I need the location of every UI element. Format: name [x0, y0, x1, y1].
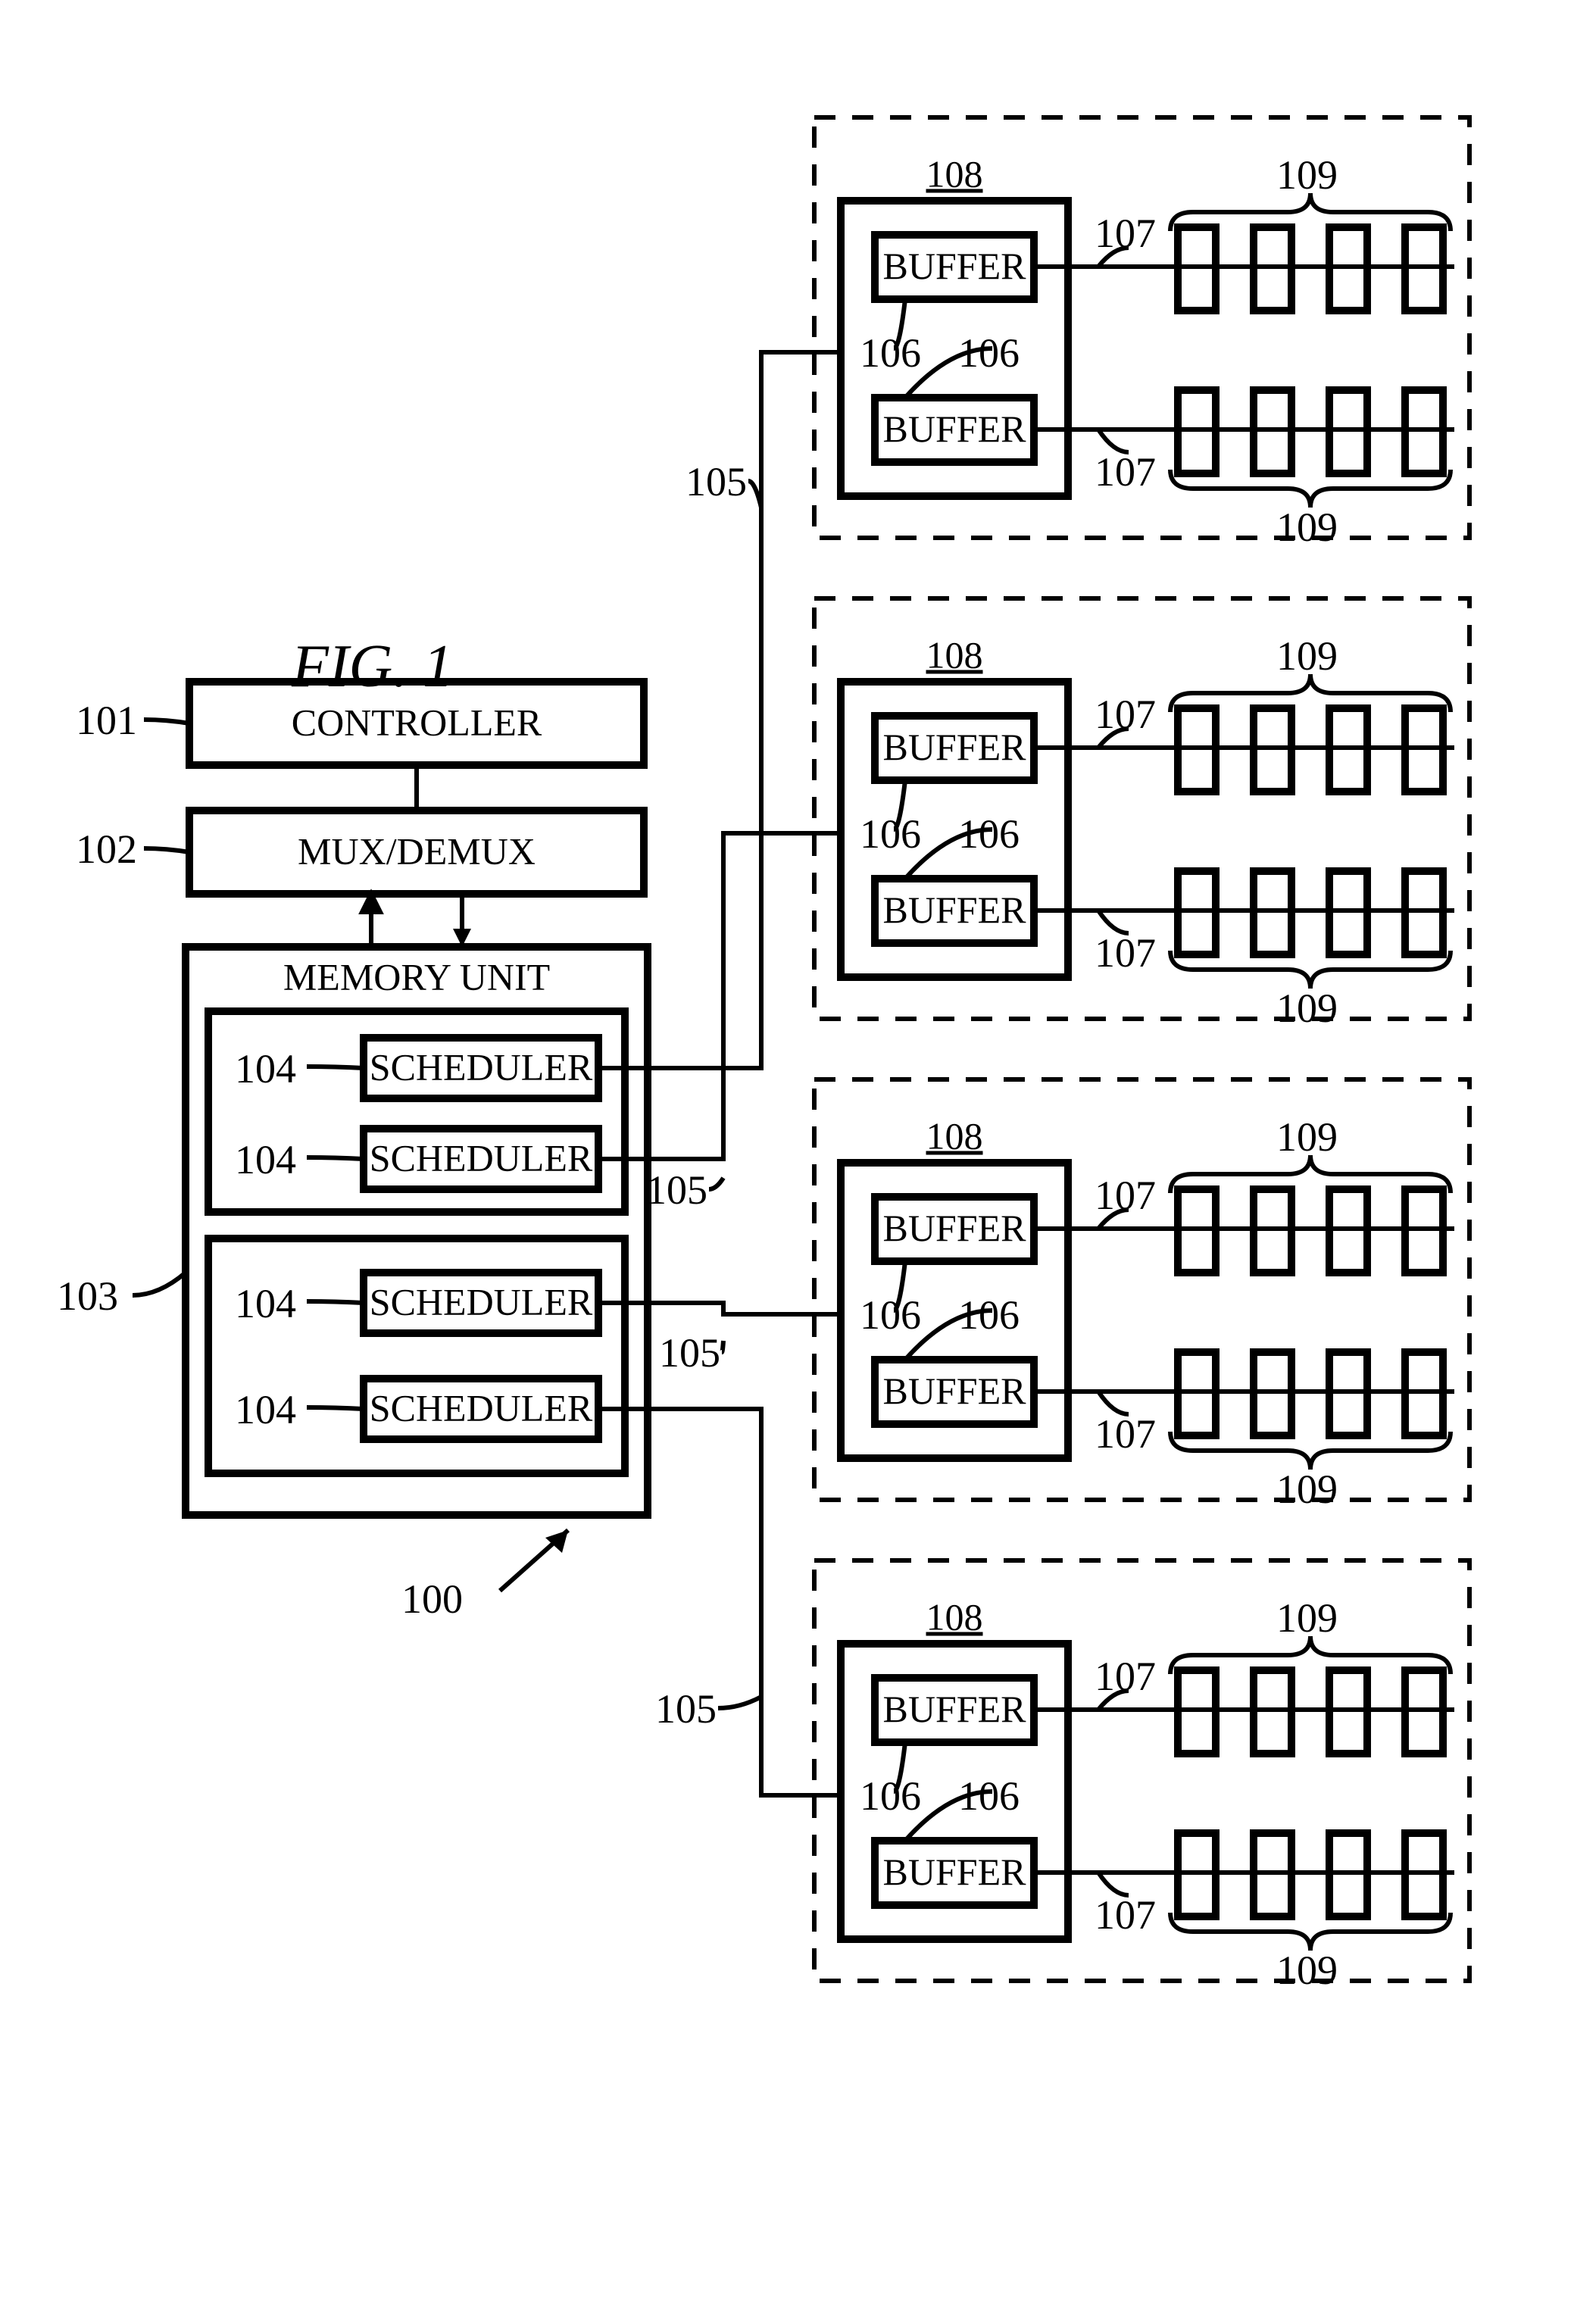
ref-109: 109 [1276, 151, 1338, 198]
svg-text:BUFFER: BUFFER [883, 408, 1027, 450]
ref-106: 106 [860, 811, 921, 857]
ref-106: 106 [958, 330, 1020, 376]
ref-102: 102 [76, 826, 137, 873]
ref-107: 107 [1095, 1891, 1156, 1938]
ref-107: 107 [1095, 691, 1156, 738]
svg-text:108: 108 [926, 1114, 983, 1157]
svg-text:BUFFER: BUFFER [883, 726, 1027, 768]
ref-106: 106 [958, 1292, 1020, 1338]
ref-103: 103 [57, 1273, 118, 1320]
ref-106: 106 [860, 1773, 921, 1820]
ref-109: 109 [1276, 1947, 1338, 1994]
ref-104: 104 [235, 1136, 296, 1183]
ref-107: 107 [1095, 1653, 1156, 1700]
ref-106: 106 [958, 1773, 1020, 1820]
ref-101: 101 [76, 697, 137, 744]
ref-105: 105 [659, 1329, 720, 1376]
ref-104: 104 [235, 1386, 296, 1433]
ref-109: 109 [1276, 504, 1338, 551]
svg-text:CONTROLLER: CONTROLLER [292, 701, 542, 743]
svg-text:BUFFER: BUFFER [883, 245, 1027, 287]
ref-109: 109 [1276, 1466, 1338, 1513]
svg-text:SCHEDULER: SCHEDULER [370, 1045, 593, 1088]
ref-104: 104 [235, 1045, 296, 1092]
svg-text:108: 108 [926, 633, 983, 676]
svg-text:SCHEDULER: SCHEDULER [370, 1280, 593, 1323]
svg-text:BUFFER: BUFFER [883, 1851, 1027, 1893]
ref-106: 106 [958, 811, 1020, 857]
ref-109: 109 [1276, 633, 1338, 679]
svg-text:BUFFER: BUFFER [883, 1370, 1027, 1412]
svg-text:108: 108 [926, 152, 983, 195]
ref-105: 105 [655, 1685, 717, 1732]
ref-104: 104 [235, 1280, 296, 1327]
svg-text:MUX/DEMUX: MUX/DEMUX [298, 829, 536, 872]
svg-text:BUFFER: BUFFER [883, 1688, 1027, 1730]
ref-107: 107 [1095, 929, 1156, 976]
svg-text:BUFFER: BUFFER [883, 889, 1027, 931]
ref-107: 107 [1095, 210, 1156, 257]
ref-109: 109 [1276, 1595, 1338, 1641]
ref-107: 107 [1095, 1410, 1156, 1457]
svg-text:108: 108 [926, 1595, 983, 1638]
ref-106: 106 [860, 330, 921, 376]
ref-105: 105 [686, 458, 747, 505]
ref-100: 100 [401, 1576, 463, 1623]
svg-text:MEMORY UNIT: MEMORY UNIT [283, 955, 550, 998]
ref-109: 109 [1276, 985, 1338, 1032]
svg-text:BUFFER: BUFFER [883, 1207, 1027, 1249]
ref-109: 109 [1276, 1114, 1338, 1160]
ref-107: 107 [1095, 1172, 1156, 1219]
svg-text:SCHEDULER: SCHEDULER [370, 1136, 593, 1179]
ref-105: 105 [646, 1167, 707, 1214]
figure-title: FIG. 1 [292, 633, 453, 701]
svg-text:SCHEDULER: SCHEDULER [370, 1386, 593, 1429]
ref-106: 106 [860, 1292, 921, 1338]
ref-107: 107 [1095, 448, 1156, 495]
